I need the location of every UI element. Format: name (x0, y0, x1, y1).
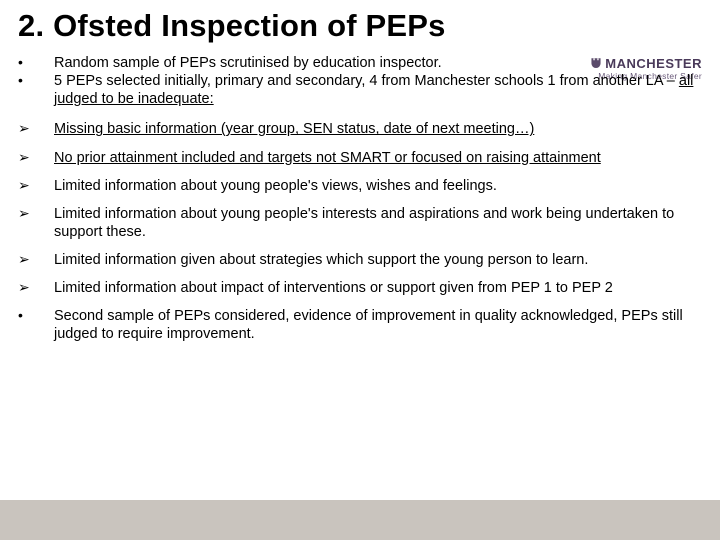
finding-row: ➢ Limited information about young people… (18, 205, 702, 241)
footer-band (0, 500, 720, 540)
finding-text: Limited information given about strategi… (54, 251, 702, 269)
slide: 2. Ofsted Inspection of PEPs MANCHESTER … (0, 0, 720, 540)
bullet-dots: • • (18, 54, 54, 89)
finding-text: Missing basic information (year group, S… (54, 120, 702, 138)
finding-row: ➢ Limited information given about strate… (18, 251, 702, 269)
intro-text: Random sample of PEPs scrutinised by edu… (54, 54, 702, 108)
intro-block: • • Random sample of PEPs scrutinised by… (18, 54, 702, 108)
finding-row: ➢ Limited information about young people… (18, 177, 702, 195)
arrow-bullet-icon: ➢ (18, 149, 54, 167)
intro-line-2: 5 PEPs selected initially, primary and s… (54, 72, 702, 108)
finding-row: ➢ Missing basic information (year group,… (18, 120, 702, 138)
closing-text: Second sample of PEPs considered, eviden… (54, 307, 702, 343)
intro-line-2a: 5 PEPs selected initially, primary and s… (54, 73, 679, 89)
finding-row: ➢ No prior attainment included and targe… (18, 149, 702, 167)
finding-row: ➢ Limited information about impact of in… (18, 279, 702, 297)
bullet-dot-icon: • (18, 307, 54, 325)
arrow-bullet-icon: ➢ (18, 251, 54, 269)
intro-line-1: Random sample of PEPs scrutinised by edu… (54, 54, 702, 72)
arrow-bullet-icon: ➢ (18, 205, 54, 223)
finding-text: Limited information about young people's… (54, 177, 702, 195)
finding-text: Limited information about impact of inte… (54, 279, 702, 297)
arrow-bullet-icon: ➢ (18, 177, 54, 195)
closing-row: • Second sample of PEPs considered, evid… (18, 307, 702, 343)
arrow-bullet-icon: ➢ (18, 120, 54, 138)
finding-text: No prior attainment included and targets… (54, 149, 702, 167)
arrow-bullet-icon: ➢ (18, 279, 54, 297)
bullet-dot-icon: • (18, 54, 54, 72)
bullet-dot-icon: • (18, 72, 54, 90)
finding-text: Limited information about young people's… (54, 205, 702, 241)
slide-title: 2. Ofsted Inspection of PEPs (18, 8, 702, 44)
content-area: • • Random sample of PEPs scrutinised by… (18, 54, 702, 344)
